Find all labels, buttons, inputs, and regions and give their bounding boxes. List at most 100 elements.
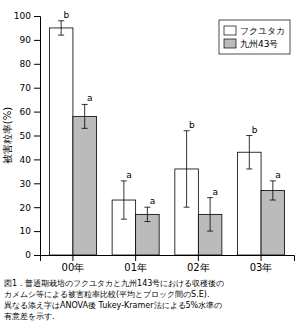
- tick-label: 03年: [250, 262, 273, 273]
- error-bar-line: [270, 180, 276, 181]
- error-bar: [270, 181, 276, 200]
- tick: 40: [20, 155, 40, 165]
- plot: babbaaaa010203040506070809010000年01年02年0…: [14, 10, 295, 273]
- tick-label: 60: [20, 107, 32, 117]
- tick-label: 80: [20, 59, 32, 69]
- tick: 01年: [124, 255, 147, 273]
- legend-label: フクユタカ: [240, 26, 285, 36]
- marks: [49, 21, 284, 255]
- tick-label: 100: [14, 11, 31, 21]
- error-bar-line: [144, 221, 150, 222]
- caption-line: カメムシ等による被害粒率比較(平均とブロック間のS.E).: [4, 290, 209, 299]
- error-bar: [246, 136, 252, 169]
- error-bar-line: [147, 207, 148, 221]
- error-bar-line: [123, 181, 124, 219]
- tick-label: 0: [25, 250, 31, 260]
- tick: 00年: [62, 255, 85, 273]
- error-bar-line: [82, 128, 88, 129]
- tick: 0: [25, 250, 40, 260]
- legend-frame: [219, 20, 290, 54]
- annotation: a: [275, 170, 281, 180]
- legend-swatch: [224, 26, 236, 35]
- tick: 10: [20, 226, 40, 236]
- error-bar-line: [207, 231, 213, 232]
- tick-label: 90: [20, 35, 32, 45]
- error-bar-line: [186, 131, 187, 207]
- annotation: b: [64, 10, 70, 20]
- tick-mark: [34, 231, 40, 232]
- error-bar-line: [58, 20, 64, 21]
- annotation: b: [189, 120, 195, 130]
- error-bar-line: [246, 168, 252, 169]
- tick: 30: [20, 179, 40, 189]
- tick-mark: [135, 255, 136, 261]
- caption: 図1．普通期栽培のフクユタカと九州143号における収穫後のカメムシ等による被害粒…: [4, 279, 224, 321]
- tick-mark: [34, 112, 40, 113]
- annotation: a: [212, 187, 218, 197]
- error-bar-line: [184, 130, 190, 131]
- legend: フクユタカ九州43号: [219, 20, 290, 54]
- tick-label: 01年: [124, 262, 147, 273]
- error-bar-line: [121, 219, 127, 220]
- error-bar: [82, 104, 88, 128]
- tick: 80: [20, 59, 40, 69]
- tick-label: 20: [20, 203, 32, 213]
- error-bar-line: [61, 21, 62, 35]
- error-bar: [184, 131, 190, 207]
- y-axis-title: 被害粒率(%): [2, 107, 13, 164]
- tick-label: 10: [20, 226, 32, 236]
- tick-label: 50: [20, 131, 32, 141]
- annotation: b: [252, 125, 258, 135]
- error-bar-line: [58, 35, 64, 36]
- tick-mark: [198, 255, 199, 261]
- error-bar-line: [82, 104, 88, 105]
- bar: [49, 28, 73, 255]
- error-bar-line: [144, 207, 150, 208]
- error-bar-line: [210, 198, 211, 231]
- tick-mark: [34, 207, 40, 208]
- tick-mark: [261, 255, 262, 261]
- chart: babbaaaa010203040506070809010000年01年02年0…: [0, 0, 302, 325]
- tick-label: 40: [20, 155, 32, 165]
- error-bar: [144, 207, 150, 221]
- error-bar: [121, 181, 127, 219]
- error-bar: [207, 198, 213, 231]
- bar: [73, 116, 97, 255]
- tick-mark: [72, 255, 73, 261]
- tick: 60: [20, 107, 40, 117]
- tick-mark: [34, 16, 40, 17]
- tick: 20: [20, 203, 40, 213]
- tick-label: 30: [20, 179, 32, 189]
- tick-mark: [34, 88, 40, 89]
- x-axis: 00年 01年 02年 03年: [41, 255, 295, 273]
- series: [73, 104, 285, 255]
- tick: 50: [20, 131, 40, 141]
- series: [49, 21, 261, 255]
- tick-mark: [34, 136, 40, 137]
- tick-label: 70: [20, 83, 32, 93]
- tick-mark: [34, 64, 40, 65]
- tick: 03年: [250, 255, 273, 273]
- caption-line: 図1．普通期栽培のフクユタカと九州143号における収穫後の: [4, 279, 224, 288]
- axis-line: [34, 17, 41, 256]
- error-bar-line: [184, 207, 190, 208]
- tick: 90: [20, 35, 40, 45]
- error-bar-line: [246, 135, 252, 136]
- error-bar-line: [272, 181, 273, 200]
- error-bar-line: [249, 136, 250, 169]
- annotation: a: [87, 93, 93, 103]
- tick-mark: [34, 255, 40, 256]
- axis-line: [41, 256, 295, 262]
- legend-swatch: [224, 39, 236, 48]
- tick-label: 02年: [187, 262, 210, 273]
- tick-label: 00年: [62, 262, 85, 273]
- bar: [261, 190, 285, 255]
- legend-label: 九州43号: [240, 39, 278, 49]
- error-bar-line: [207, 197, 213, 198]
- error-bar: [58, 21, 64, 35]
- annotations: babbaaaa: [64, 10, 281, 206]
- error-bar-line: [121, 180, 127, 181]
- tick-mark: [34, 183, 40, 184]
- tick-mark: [34, 40, 40, 41]
- annotation: a: [150, 196, 156, 206]
